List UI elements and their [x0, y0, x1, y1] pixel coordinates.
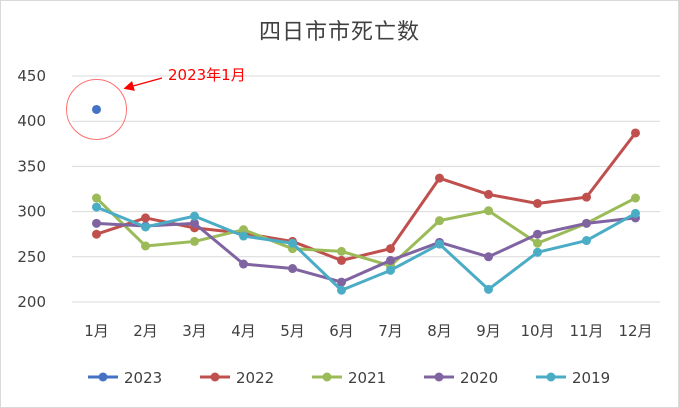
legend-item-2020: 2020: [424, 369, 498, 387]
legend-label: 2023: [124, 369, 162, 387]
x-tick-label: 6月: [329, 322, 354, 340]
data-point-2019: [435, 239, 444, 249]
x-tick-label: 9月: [476, 322, 501, 340]
x-tick-label: 5月: [280, 322, 305, 340]
data-point-2022: [484, 189, 493, 199]
data-point-2019: [582, 236, 591, 246]
data-point-2019: [92, 202, 101, 212]
chart-title: 四日市市死亡数: [258, 20, 420, 45]
x-axis-ticks: 1月 2月 3月 4月 5月 6月 7月 8月 9月 10月 11月 12月: [84, 322, 652, 340]
series-2021: [92, 193, 640, 271]
data-point-2022: [582, 192, 591, 202]
data-point-2020: [386, 255, 395, 265]
data-point-2020: [239, 259, 248, 269]
series-line-2022: [95, 131, 637, 262]
data-point-2020: [190, 218, 199, 228]
legend-item-2022: 2022: [200, 369, 274, 387]
annotation-arrow: [123, 77, 163, 91]
series-line-2019: [95, 205, 637, 292]
y-axis-ticks: 200 250 300 350 400 450: [17, 67, 46, 311]
series-2022: [92, 128, 640, 265]
data-point-2020: [337, 277, 346, 287]
data-point-2022: [92, 229, 101, 239]
data-point-2021: [141, 241, 150, 251]
data-point-2019: [288, 238, 297, 248]
data-point-2021: [337, 246, 346, 256]
data-point-2023: [92, 104, 101, 114]
x-tick-label: 7月: [378, 322, 403, 340]
series-line-2021: [95, 196, 637, 268]
series-2019: [92, 202, 640, 295]
y-tick-label: 450: [17, 67, 46, 85]
series-2020: [92, 213, 640, 287]
legend-swatch-marker: [546, 372, 556, 382]
series-line-2020: [95, 216, 637, 284]
legend-item-2021: 2021: [312, 369, 386, 387]
data-point-2019: [141, 222, 150, 232]
data-point-2020: [92, 218, 101, 228]
data-point-2019: [484, 284, 493, 294]
legend-item-2023: 2023: [88, 369, 162, 387]
data-point-2021: [435, 216, 444, 226]
data-point-2021: [239, 225, 248, 235]
legend-label: 2020: [460, 369, 498, 387]
x-tick-label: 3月: [182, 322, 207, 340]
data-point-2019: [239, 231, 248, 241]
x-tick-label: 11月: [569, 322, 603, 340]
data-point-2021: [533, 238, 542, 248]
data-point-2020: [484, 252, 493, 262]
data-point-2020: [288, 264, 297, 274]
data-point-2020: [582, 218, 591, 228]
data-point-2021: [190, 236, 199, 246]
legend-swatch-marker: [434, 372, 444, 382]
data-point-2022: [435, 173, 444, 183]
legend: 2023 2022 2021 2020 2019: [88, 369, 610, 387]
data-point-2022: [631, 128, 640, 138]
y-tick-label: 250: [17, 248, 46, 266]
data-point-2019: [533, 247, 542, 257]
gridlines: [72, 75, 660, 303]
x-tick-label: 2月: [133, 322, 158, 340]
legend-swatch-marker: [98, 372, 108, 382]
y-tick-label: 350: [17, 157, 46, 175]
legend-swatch-marker: [322, 372, 332, 382]
data-point-2020: [533, 229, 542, 239]
data-point-2022: [141, 213, 150, 223]
annotation-label: 2023年1月: [168, 66, 246, 84]
legend-item-2019: 2019: [536, 369, 610, 387]
legend-label: 2019: [572, 369, 610, 387]
x-tick-label: 8月: [427, 322, 452, 340]
data-point-2022: [386, 244, 395, 254]
data-point-2019: [386, 265, 395, 275]
x-tick-label: 1月: [84, 322, 109, 340]
x-tick-label: 10月: [520, 322, 554, 340]
y-tick-label: 200: [17, 293, 46, 311]
legend-label: 2021: [348, 369, 386, 387]
data-point-2019: [190, 211, 199, 221]
series-layer: [92, 104, 640, 295]
data-point-2019: [631, 208, 640, 218]
x-tick-label: 12月: [618, 322, 652, 340]
y-tick-label: 300: [17, 203, 46, 221]
y-tick-label: 400: [17, 112, 46, 130]
data-point-2022: [337, 255, 346, 265]
series-2023: [92, 104, 101, 114]
data-point-2019: [337, 285, 346, 295]
data-point-2021: [92, 193, 101, 203]
annotation-circle: [66, 78, 127, 140]
data-point-2021: [484, 206, 493, 216]
legend-label: 2022: [236, 369, 274, 387]
annotation-layer: 2023年1月: [66, 66, 246, 140]
x-tick-label: 4月: [231, 322, 256, 340]
data-point-2022: [533, 198, 542, 208]
legend-swatch-marker: [210, 372, 220, 382]
data-point-2021: [631, 193, 640, 203]
